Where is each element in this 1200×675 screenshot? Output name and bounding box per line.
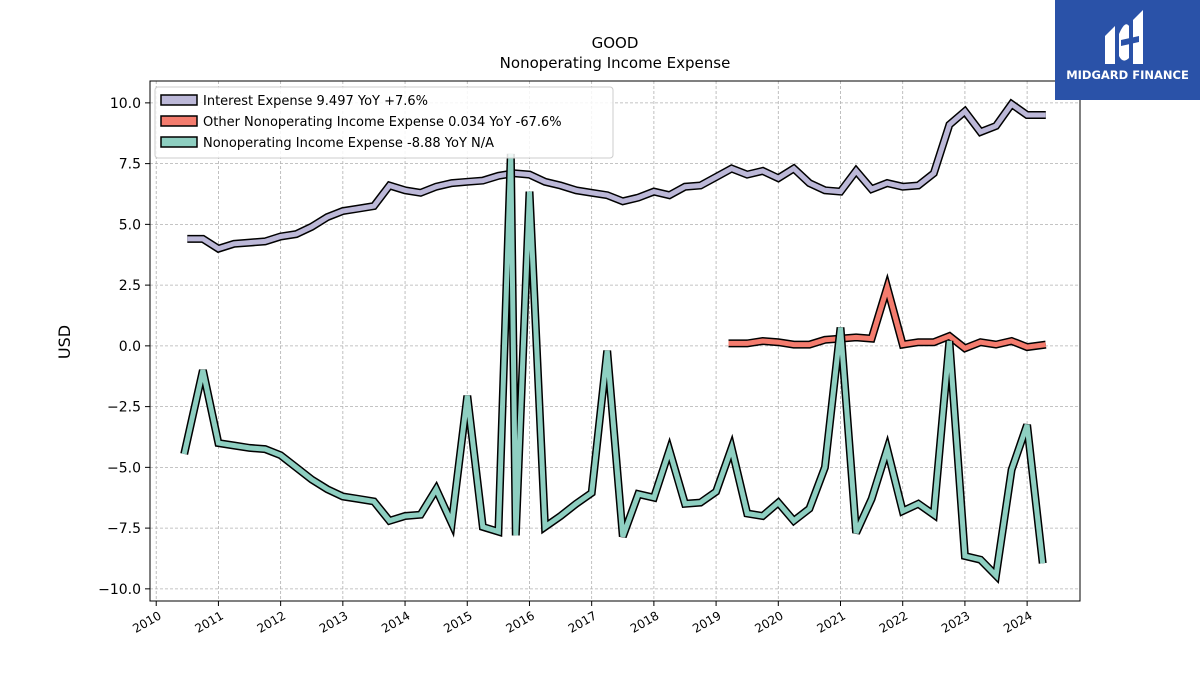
y-tick-label: −5.0 <box>107 460 141 476</box>
series-2 <box>180 153 1047 585</box>
series-line <box>181 153 1046 581</box>
series-line-outline <box>180 153 1047 585</box>
x-tick-label: 2018 <box>628 608 661 635</box>
y-tick-label: −2.5 <box>107 400 141 416</box>
y-tick-label: −7.5 <box>107 521 141 537</box>
series-line <box>728 278 1047 352</box>
y-tick-label: 2.5 <box>119 278 141 294</box>
x-tick-label: 2015 <box>441 608 474 635</box>
x-tick-label: 2017 <box>566 608 599 635</box>
chart-title: GOOD <box>592 34 639 52</box>
x-tick-label: 2014 <box>379 608 412 635</box>
y-tick-label: 10.0 <box>110 96 141 112</box>
y-tick-label: −10.0 <box>98 582 141 598</box>
legend-swatch <box>160 136 198 148</box>
y-tick-label: 7.5 <box>119 157 141 173</box>
x-tick-label: 2023 <box>939 608 972 635</box>
legend-swatch <box>160 94 198 106</box>
y-tick-label: 0.0 <box>119 339 141 355</box>
x-tick-label: 2013 <box>317 608 350 635</box>
plot-area-frame <box>149 80 1081 602</box>
x-tick-label: 2016 <box>504 608 537 635</box>
logo-mark-icon <box>1105 10 1143 64</box>
x-tick-label: 2011 <box>192 608 225 635</box>
x-tick-label: 2012 <box>255 608 288 635</box>
x-tick-label: 2024 <box>1001 608 1034 635</box>
series-line <box>187 100 1046 252</box>
legend-label: Interest Expense 9.497 YoY +7.6% <box>203 94 428 109</box>
y-tick-label: 5.0 <box>119 217 141 233</box>
y-axis-label: USD <box>55 325 74 359</box>
x-tick-label: 2019 <box>690 608 723 635</box>
x-tick-label: 2020 <box>752 608 785 635</box>
legend-swatch <box>160 115 198 127</box>
chart-subtitle: Nonoperating Income Expense <box>500 54 731 72</box>
series-lines <box>180 98 1047 585</box>
series-0 <box>187 98 1046 254</box>
legend-label: Nonoperating Income Expense -8.88 YoY N/… <box>203 136 494 151</box>
series-1 <box>728 273 1047 353</box>
brand-logo: MIDGARD FINANCE <box>1055 0 1200 100</box>
x-tick-label: 2022 <box>877 608 910 635</box>
legend: Interest Expense 9.497 YoY +7.6% Other No… <box>154 86 614 159</box>
legend-box <box>154 86 614 159</box>
axes: 2010 2011 2012 2013 2014 2015 2016 2017 2018 2019… <box>98 96 1035 636</box>
legend-label: Other Nonoperating Income Expense 0.034 … <box>203 115 562 130</box>
logo-text: MIDGARD FINANCE <box>1066 68 1189 82</box>
x-tick-label: 2021 <box>815 608 848 635</box>
x-tick-label: 2010 <box>130 608 163 635</box>
